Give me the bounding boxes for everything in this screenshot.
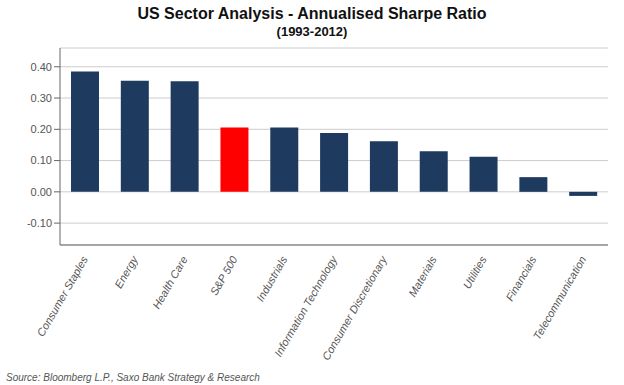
svg-text:0.20: 0.20	[31, 123, 52, 135]
svg-text:Consumer Staples: Consumer Staples	[34, 254, 90, 339]
svg-text:0.10: 0.10	[31, 154, 52, 166]
html-text:Source: Bloomberg L.P., Saxo B: Source: Bloomberg L.P., Saxo Bank Strate…	[6, 372, 260, 383]
svg-text:Health Care: Health Care	[150, 254, 190, 311]
svg-text:-0.10: -0.10	[27, 217, 52, 229]
svg-text:S&P 500: S&P 500	[208, 253, 240, 297]
svg-text:Telecommunication: Telecommunication	[531, 254, 589, 342]
html-text:US Sector Analysis - Annualise: US Sector Analysis - Annualised Sharpe R…	[137, 5, 487, 22]
html-text:(1993-2012): (1993-2012)	[276, 24, 348, 39]
svg-text:Materials: Materials	[406, 254, 439, 299]
svg-text:0.00: 0.00	[31, 186, 52, 198]
svg-text:0.30: 0.30	[31, 92, 52, 104]
svg-text:Financials: Financials	[503, 254, 538, 303]
svg-text:Industrials: Industrials	[254, 254, 290, 304]
svg-text:Energy: Energy	[112, 253, 141, 290]
svg-text:Utilities: Utilities	[461, 254, 489, 291]
svg-text:Information Technology: Information Technology	[271, 254, 340, 359]
svg-text:0.40: 0.40	[31, 61, 52, 73]
svg-text:Consumer Discretionary: Consumer Discretionary	[320, 253, 390, 362]
